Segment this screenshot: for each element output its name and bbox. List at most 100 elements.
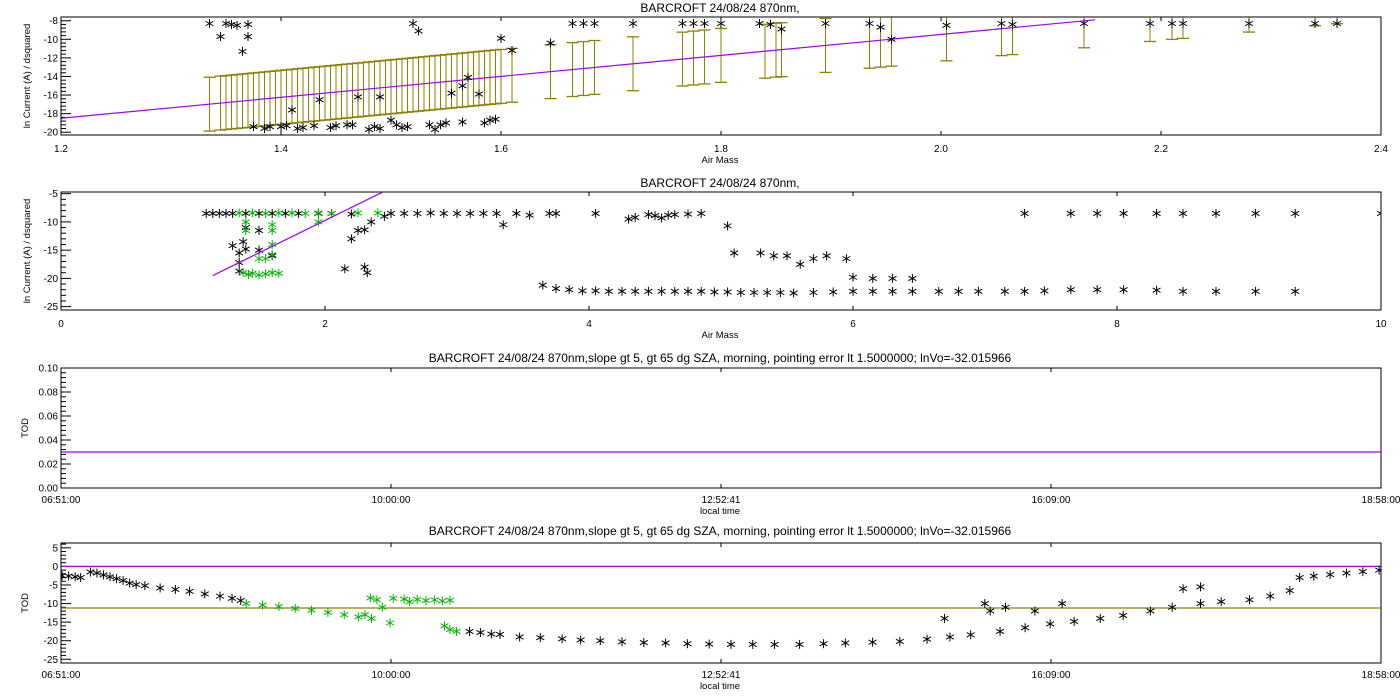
- data-point-black: [92, 568, 102, 578]
- marker-stroke: [385, 620, 395, 626]
- data-point-black: [202, 208, 211, 218]
- data-point-black: [254, 225, 264, 235]
- x-tick-label: 4: [586, 319, 592, 330]
- data-point-green: [385, 618, 395, 628]
- data-point-black: [525, 210, 534, 220]
- marker-stroke: [723, 289, 732, 295]
- data-point: [298, 123, 308, 133]
- marker-stroke: [399, 596, 409, 602]
- marker-stroke: [282, 123, 291, 129]
- y-tick-label: -5: [49, 189, 58, 200]
- data-point-black: [545, 208, 554, 218]
- marker-stroke: [576, 637, 585, 643]
- data-point: [485, 115, 495, 125]
- data-point-black: [1045, 619, 1055, 629]
- data-point-black: [710, 287, 719, 297]
- marker-stroke: [604, 288, 613, 295]
- x-tick-label: 06:51:00: [42, 495, 81, 506]
- marker-stroke: [1251, 210, 1260, 217]
- y-tick-label: -16: [44, 91, 59, 102]
- data-point-black: [221, 208, 231, 218]
- marker-stroke: [624, 216, 633, 222]
- data-point-black: [1178, 208, 1188, 218]
- data-point: [1310, 19, 1320, 29]
- data-point-black: [367, 217, 376, 227]
- y-tick-label: -18: [44, 109, 59, 120]
- marker-stroke: [1066, 286, 1075, 293]
- marker-stroke: [1168, 604, 1177, 610]
- data-point-green: [268, 240, 277, 250]
- marker-stroke: [1211, 288, 1221, 295]
- marker-stroke: [360, 227, 369, 233]
- marker-stroke: [1008, 21, 1017, 28]
- marker-stroke: [400, 210, 409, 217]
- panel-3: BARCROFT 24/08/24 870nm,slope gt 5, gt 6…: [20, 351, 1400, 517]
- data-point: [887, 34, 896, 44]
- marker-stroke: [650, 213, 660, 219]
- data-point: [546, 38, 555, 48]
- data-point: [232, 20, 242, 30]
- data-point-green: [353, 208, 363, 218]
- marker-stroke: [895, 638, 904, 645]
- data-point-black: [934, 286, 943, 296]
- marker-stroke: [392, 122, 401, 128]
- marker-stroke: [661, 640, 670, 646]
- data-point-black: [1096, 613, 1105, 623]
- data-point: [342, 120, 352, 130]
- data-point-black: [576, 635, 585, 645]
- data-point: [568, 19, 577, 29]
- data-point-green: [242, 599, 251, 609]
- marker-stroke: [631, 214, 640, 221]
- data-point-black: [215, 591, 225, 601]
- data-point-black: [1066, 208, 1075, 218]
- error-bar: [1144, 17, 1156, 43]
- data-point-black: [1251, 286, 1260, 296]
- data-point: [458, 81, 467, 91]
- data-point-black: [155, 583, 165, 593]
- data-point-black: [1178, 584, 1188, 594]
- data-point: [1244, 19, 1254, 29]
- data-point-black: [683, 286, 693, 296]
- marker-stroke: [1146, 608, 1155, 614]
- data-point-black: [238, 237, 248, 247]
- data-point-black: [829, 287, 838, 297]
- marker-stroke: [370, 123, 379, 130]
- marker-stroke: [445, 597, 455, 603]
- marker-stroke: [1020, 625, 1030, 631]
- data-point-black: [538, 280, 547, 290]
- marker-stroke: [1118, 612, 1128, 619]
- marker-stroke: [132, 581, 141, 588]
- data-point-black: [479, 208, 488, 218]
- data-point-black: [591, 286, 600, 296]
- data-point: [287, 105, 297, 115]
- y-tick-label: 5: [52, 543, 58, 554]
- data-point: [414, 26, 423, 36]
- data-point-black: [705, 639, 714, 649]
- x-tick-label: 18:58:00: [1362, 495, 1400, 506]
- marker-stroke: [64, 573, 73, 579]
- data-point-green: [241, 217, 250, 227]
- data-point-black: [241, 244, 250, 254]
- data-point-black: [86, 567, 95, 577]
- data-point: [474, 89, 484, 99]
- marker-stroke: [439, 210, 448, 217]
- data-point-black: [868, 273, 877, 283]
- marker-stroke: [373, 210, 382, 216]
- data-point-black: [426, 208, 435, 218]
- data-point-black: [492, 208, 501, 218]
- data-point-black: [664, 210, 673, 220]
- data-point: [375, 123, 385, 133]
- x-tick-label: 2.2: [1154, 144, 1168, 155]
- data-point-black: [1251, 208, 1260, 218]
- marker-stroke: [254, 247, 264, 253]
- data-point-black: [776, 287, 785, 297]
- data-point-black: [591, 208, 600, 218]
- data-point-black: [1291, 208, 1300, 218]
- data-point-black: [1211, 208, 1221, 218]
- marker-stroke: [628, 20, 638, 27]
- panel-2-ylabel: ln Current (A) / dsquared: [22, 199, 33, 304]
- data-point-green: [452, 626, 461, 636]
- x-tick-label: 10: [1375, 319, 1387, 330]
- data-point-black: [980, 599, 989, 609]
- marker-stroke: [372, 597, 382, 603]
